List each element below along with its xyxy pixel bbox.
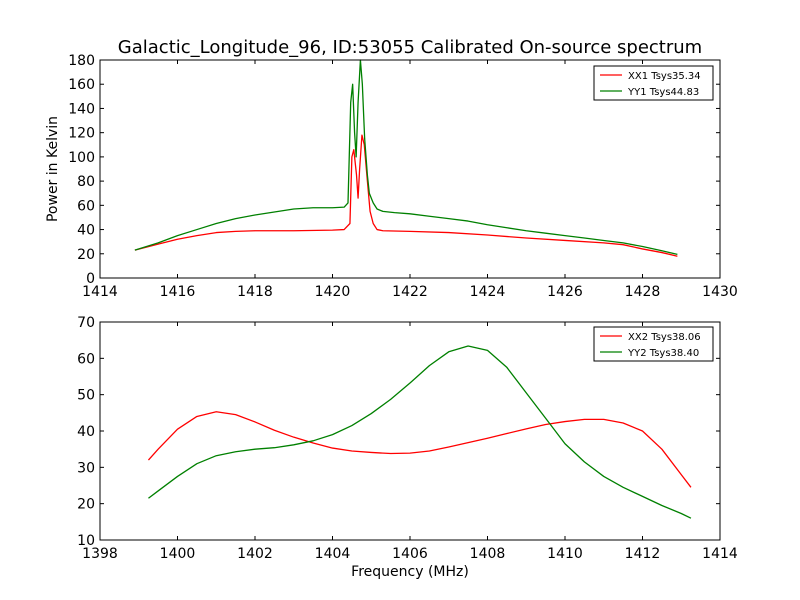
x-tick-label: 1402 <box>237 546 273 562</box>
legend-box <box>593 65 714 101</box>
y-tick-label: 60 <box>77 198 95 214</box>
y-tick-label: 40 <box>77 424 95 440</box>
x-tick-label: 1422 <box>392 284 428 300</box>
bottom-spectrum-panel: 1398 1400 1402 1404 1406 1408 1410 1412 1414 10 20… <box>77 315 738 580</box>
x-tick-label: 1416 <box>160 284 196 300</box>
figure-title: Galactic_Longitude_96, ID:53055 Calibrat… <box>118 37 702 58</box>
y-tick-label: 80 <box>77 174 95 190</box>
x-tick-label: 1404 <box>315 546 351 562</box>
y-tick-label: 10 <box>77 533 95 549</box>
series-line-xx <box>147 411 692 488</box>
series-line-yy <box>148 345 692 519</box>
legend-box <box>593 326 714 362</box>
x-tick-label: 1414 <box>702 546 738 562</box>
x-tick-label: 1408 <box>470 546 506 562</box>
series-line-xx <box>134 134 678 257</box>
y-tick-label: 70 <box>77 315 95 331</box>
legend-entry-label: YY1 Tsys44.83 <box>627 87 699 98</box>
x-tick-label: 1398 <box>82 546 118 562</box>
legend-entry-label: YY2 Tsys38.40 <box>627 348 699 359</box>
y-tick-label: 60 <box>77 351 95 367</box>
x-tick-label: 1412 <box>625 546 661 562</box>
y-tick-label: 50 <box>77 388 95 404</box>
top-legend: XX1 Tsys35.34 YY1 Tsys44.83 <box>593 65 714 101</box>
top-axis-ticks: 1414 1416 1418 1420 1422 1424 1426 1428 1430 0 20 4… <box>68 53 738 300</box>
top-y-axis-label: Power in Kelvin <box>45 116 61 222</box>
y-tick-label: 180 <box>68 53 95 69</box>
y-tick-label: 160 <box>68 77 95 93</box>
bottom-spectrum-lines <box>147 345 692 519</box>
y-tick-label: 40 <box>77 223 95 239</box>
x-tick-label: 1418 <box>237 284 273 300</box>
x-tick-label: 1424 <box>470 284 506 300</box>
x-tick-label: 1420 <box>315 284 351 300</box>
y-tick-label: 30 <box>77 460 95 476</box>
x-tick-label: 1428 <box>625 284 661 300</box>
y-tick-label: 120 <box>68 126 95 142</box>
x-tick-label: 1410 <box>547 546 583 562</box>
y-tick-label: 140 <box>68 101 95 117</box>
x-tick-label: 1414 <box>82 284 118 300</box>
y-tick-label: 0 <box>86 271 95 287</box>
y-tick-label: 100 <box>68 150 95 166</box>
x-tick-label: 1426 <box>547 284 583 300</box>
top-spectrum-panel: 1414 1416 1418 1420 1422 1424 1426 1428 1430 0 20 4… <box>45 53 738 300</box>
series-line-yy <box>134 59 678 256</box>
x-tick-label: 1430 <box>702 284 738 300</box>
bottom-x-axis-label: Frequency (MHz) <box>351 564 469 580</box>
y-tick-label: 20 <box>77 247 95 263</box>
legend-entry-label: XX1 Tsys35.34 <box>628 71 701 82</box>
bottom-axis-ticks: 1398 1400 1402 1404 1406 1408 1410 1412 1414 10 20… <box>77 315 738 562</box>
legend-entry-label: XX2 Tsys38.06 <box>628 332 701 343</box>
y-tick-label: 20 <box>77 497 95 513</box>
x-tick-label: 1406 <box>392 546 428 562</box>
top-spectrum-lines <box>134 59 678 257</box>
x-tick-label: 1400 <box>160 546 196 562</box>
bottom-legend: XX2 Tsys38.06 YY2 Tsys38.40 <box>593 326 714 362</box>
